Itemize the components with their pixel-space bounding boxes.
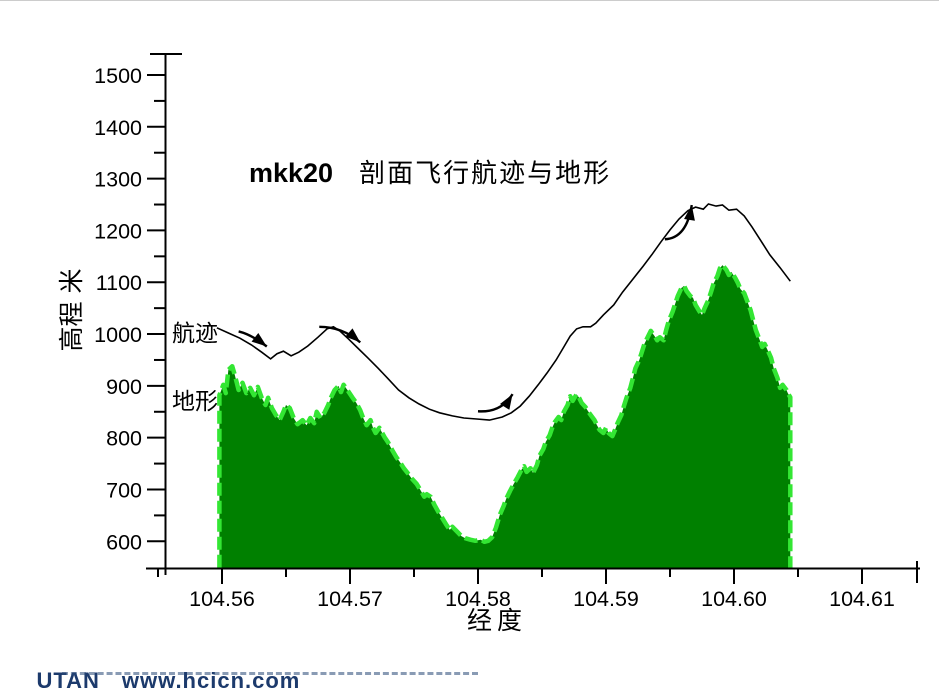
terrain-area [217,262,793,568]
x-axis-title: 经度 [467,606,528,635]
watermark: UTAN www.hcicn.com [8,642,300,688]
y-tick-label: 700 [106,478,142,502]
watermark-underline [62,672,478,675]
page-top-border [0,0,939,1]
direction-arrow-head [499,394,513,410]
x-tick-label: 104.60 [701,587,767,611]
y-tick-label: 1300 [94,168,142,192]
y-tick-label: 1000 [94,323,142,347]
y-tick-label: 900 [106,375,142,399]
x-tick-label: 104.59 [573,587,639,611]
flight-path-line [216,203,791,421]
y-tick-label: 1100 [96,271,142,295]
y-tick-label: 600 [106,530,142,554]
direction-arrow-head [684,205,695,221]
x-tick-label: 104.56 [189,587,255,611]
y-tick-label: 800 [106,427,142,451]
terrain-label: 地形 [172,389,218,415]
watermark-brand: UTAN [36,668,100,688]
y-tick-label: 1500 [94,64,142,88]
x-tick-label: 104.58 [445,587,511,611]
chart-title: mkk20 剖面飞行航迹与地形 [249,153,611,190]
flight-path-label: 航迹 [172,321,218,347]
x-tick-label: 104.61 [829,587,895,611]
x-tick-label: 104.57 [317,587,383,611]
y-tick-label: 1200 [94,219,142,243]
direction-arrow-head [251,332,267,347]
chart-title-prefix: mkk20 [249,158,334,188]
y-axis-title: 高程 米 [57,268,86,352]
watermark-site: www.hcicn.com [121,668,301,688]
y-tick-label: 1400 [94,116,142,140]
chart-title-text: 剖面飞行航迹与地形 [359,159,612,189]
direction-arrow-head [345,328,361,343]
